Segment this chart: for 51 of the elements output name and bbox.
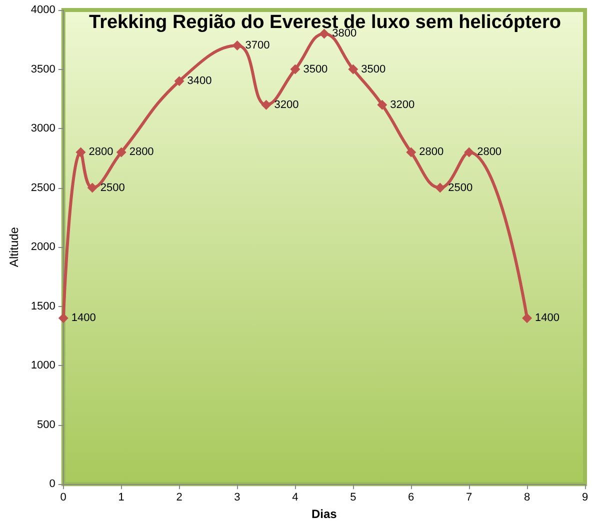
data-label: 2500 [100,182,125,194]
data-label: 3800 [332,28,357,40]
data-label: 2800 [419,146,444,158]
data-label: 3200 [390,98,415,111]
data-label: 2800 [88,146,114,158]
y-tick-label: 500 [37,418,56,431]
x-tick-label: 3 [234,492,240,504]
point [87,182,98,193]
data-label: 2800 [129,146,154,158]
y-axis-title: Altitude [7,226,21,268]
data-label: 3200 [274,98,299,111]
data-label: 3500 [303,63,328,76]
point [174,76,184,86]
x-tick-label: 1 [118,492,124,504]
point [290,64,300,74]
x-tick-label: 4 [292,492,298,504]
point [464,147,474,158]
y-tick-label: 4000 [30,4,56,16]
x-tick-label: 6 [408,492,414,504]
data-label: 3400 [187,75,212,88]
point [435,182,446,193]
data-label: 3700 [245,40,270,52]
data-label: 1400 [535,312,560,324]
x-tick-label: 8 [524,492,530,504]
x-tick-label: 7 [466,492,472,504]
point [116,147,126,158]
point [406,147,416,158]
data-label: 2500 [448,182,473,194]
y-tick-label: 2500 [30,182,56,194]
point [261,100,272,110]
point [522,313,532,324]
y-tick-label: 3000 [30,122,56,135]
data-label: 3500 [361,63,386,76]
x-tick-label: 2 [176,492,182,504]
x-tick-label: 5 [350,492,356,504]
x-tick-label: 0 [60,492,66,504]
point [348,64,358,74]
x-axis-title: Dias [312,507,338,521]
y-tick-label: 3500 [30,63,56,76]
point [232,40,242,51]
y-tick-label: 0 [49,478,56,490]
data-label: 2800 [477,146,502,158]
data-label: 1400 [71,312,96,324]
point [319,28,330,39]
y-tick-label: 1000 [30,360,56,372]
y-tick-label: 2000 [30,241,56,254]
point [76,147,86,158]
point [377,100,388,110]
point [58,313,68,324]
x-tick-label: 9 [582,492,588,504]
y-tick-label: 1500 [30,300,56,312]
